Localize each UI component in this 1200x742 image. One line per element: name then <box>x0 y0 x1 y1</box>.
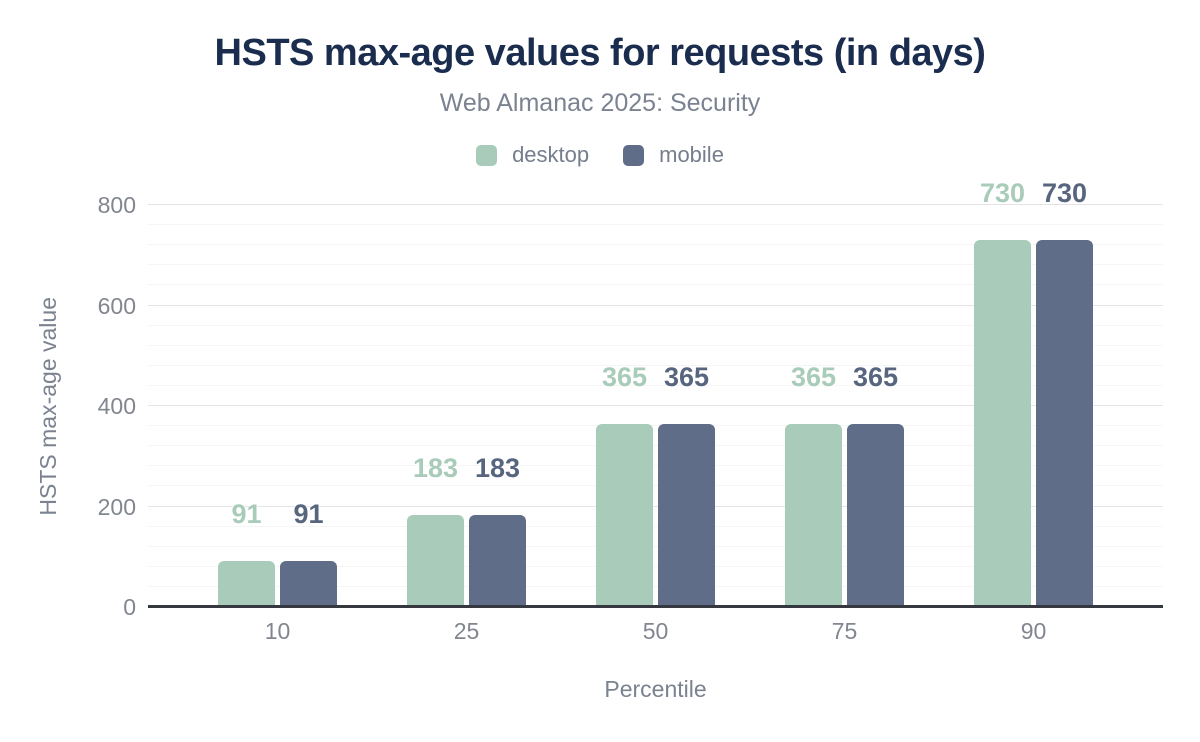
legend-item-desktop[interactable]: desktop <box>476 142 589 168</box>
data-label-mobile-p50: 365 <box>663 361 710 392</box>
major-gridline <box>148 405 1163 406</box>
data-label-mobile-p10: 91 <box>293 499 324 530</box>
x-axis-tick-label: 90 <box>1020 618 1047 644</box>
data-label-mobile-p75: 365 <box>852 361 899 392</box>
minor-gridline <box>148 445 1163 447</box>
major-gridline <box>148 204 1163 205</box>
minor-gridline <box>148 425 1163 427</box>
legend-label-mobile: mobile <box>659 142 724 167</box>
data-label-mobile-p90: 730 <box>1041 178 1088 209</box>
bar-desktop-p75[interactable] <box>785 423 842 607</box>
minor-gridline <box>148 465 1163 467</box>
bar-desktop-p10[interactable] <box>218 561 275 607</box>
x-axis-tick-label: 50 <box>642 618 669 644</box>
legend-swatch-desktop-icon <box>476 144 498 166</box>
minor-gridline <box>148 585 1163 587</box>
legend-item-mobile[interactable]: mobile <box>623 142 724 168</box>
data-label-desktop-p50: 365 <box>601 361 648 392</box>
data-label-desktop-p25: 183 <box>412 453 459 484</box>
chart-subtitle: Web Almanac 2025: Security <box>439 89 761 117</box>
bar-mobile-p75[interactable] <box>847 423 904 607</box>
x-axis-line <box>148 605 1163 608</box>
legend: desktop mobile <box>0 142 1200 168</box>
bar-mobile-p90[interactable] <box>1036 240 1093 607</box>
y-axis-tick-label: 400 <box>97 393 136 419</box>
minor-gridline <box>148 264 1163 266</box>
minor-gridline <box>148 244 1163 246</box>
minor-gridline <box>148 224 1163 226</box>
legend-label-desktop: desktop <box>512 142 590 167</box>
bar-mobile-p50[interactable] <box>658 423 715 607</box>
plot-area: 0 200 400 600 800 91 91 10 183 183 25 365 365 50 365 36… <box>98 179 1163 644</box>
minor-gridline <box>148 485 1163 487</box>
y-axis-tick-label: 600 <box>97 292 136 319</box>
major-gridline <box>148 304 1163 306</box>
x-axis-tick-label: 25 <box>453 618 480 644</box>
x-axis-tick-label: 10 <box>264 618 291 644</box>
y-axis-tick-label: 800 <box>97 192 136 218</box>
x-axis-tick-label: 75 <box>831 618 858 644</box>
data-label-desktop-p90: 730 <box>979 178 1026 209</box>
data-label-mobile-p25: 183 <box>474 453 521 484</box>
bar-mobile-p10[interactable] <box>280 561 337 607</box>
minor-gridline <box>148 324 1163 326</box>
y-axis-tick-label: 0 <box>123 594 136 620</box>
legend-swatch-mobile-icon <box>623 144 645 166</box>
minor-gridline <box>148 364 1163 366</box>
major-gridline <box>148 505 1163 507</box>
chart-title: HSTS max-age values for requests (in day… <box>214 32 986 74</box>
data-label-desktop-p10: 91 <box>231 499 262 530</box>
bar-desktop-p50[interactable] <box>596 423 653 607</box>
data-label-desktop-p75: 365 <box>790 361 837 392</box>
bar-mobile-p25[interactable] <box>469 515 526 607</box>
minor-gridline <box>148 565 1163 567</box>
bar-desktop-p25[interactable] <box>407 515 464 607</box>
minor-gridline <box>148 284 1163 286</box>
x-axis-title: Percentile <box>604 676 707 702</box>
minor-gridline <box>148 384 1163 386</box>
minor-gridline <box>148 344 1163 346</box>
bar-desktop-p90[interactable] <box>974 240 1031 607</box>
minor-gridline <box>148 545 1163 547</box>
minor-gridline <box>148 525 1163 527</box>
y-axis-tick-label: 200 <box>97 493 136 520</box>
